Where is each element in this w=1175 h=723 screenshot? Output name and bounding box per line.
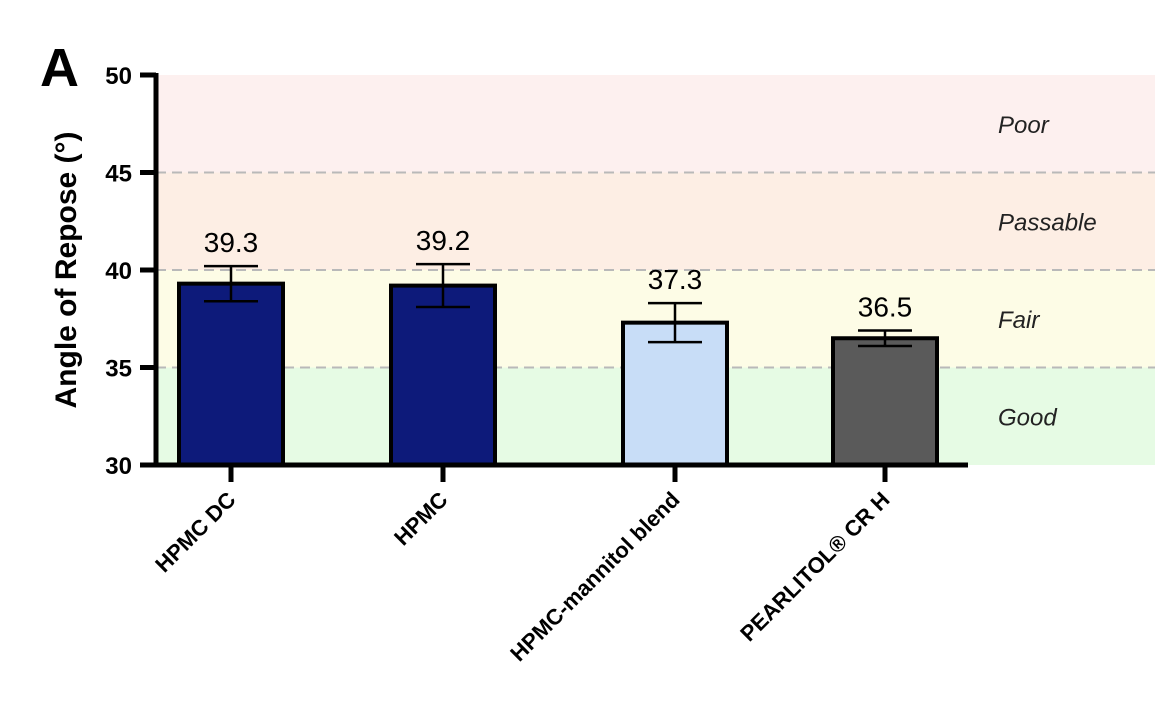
error-bar-1 <box>204 264 258 303</box>
data-label-2: 39.2 <box>416 225 471 256</box>
bars <box>177 281 939 467</box>
error-bar-2 <box>416 262 470 309</box>
data-labels: 39.3 39.2 37.3 36.5 <box>204 225 913 322</box>
error-bars <box>204 262 912 348</box>
bar-4 <box>831 336 939 467</box>
x-ticks: HPMC DC HPMC HPMC-mannitol blend PEARLITOL®… <box>150 465 895 666</box>
zone-label-good: Good <box>998 404 1057 431</box>
panel-label: A <box>40 38 79 98</box>
y-tick-label-30: 30 <box>105 453 132 480</box>
y-tick-label-50: 50 <box>105 63 132 90</box>
zone-labels: Good Fair Passable Poor <box>998 112 1097 432</box>
x-tick-label-3: HPMC-mannitol blend <box>505 487 684 666</box>
error-bar-4 <box>858 329 912 348</box>
bar-3 <box>621 320 729 467</box>
data-label-4: 36.5 <box>858 291 913 322</box>
zone-poor <box>156 75 1155 173</box>
y-ticks: 30 35 40 45 50 <box>105 63 156 480</box>
y-tick-label-45: 45 <box>105 161 132 188</box>
y-axis-label: Angle of Repose (°) <box>50 131 83 408</box>
y-tick-label-35: 35 <box>105 356 132 383</box>
y-tick-label-40: 40 <box>105 258 132 285</box>
zone-passable <box>156 172 1155 270</box>
zone-label-fair: Fair <box>998 307 1040 334</box>
x-tick-label-2: HPMC <box>389 487 453 551</box>
data-label-3: 37.3 <box>648 264 703 295</box>
bar-1 <box>177 281 285 467</box>
zone-label-passable: Passable <box>998 209 1097 236</box>
x-tick-label-4: PEARLITOL® CR H <box>735 487 894 646</box>
bar-2 <box>389 283 497 467</box>
zone-label-poor: Poor <box>998 112 1050 139</box>
x-tick-label-1: HPMC DC <box>150 487 240 577</box>
error-bar-3 <box>648 301 702 344</box>
data-label-1: 39.3 <box>204 227 259 258</box>
